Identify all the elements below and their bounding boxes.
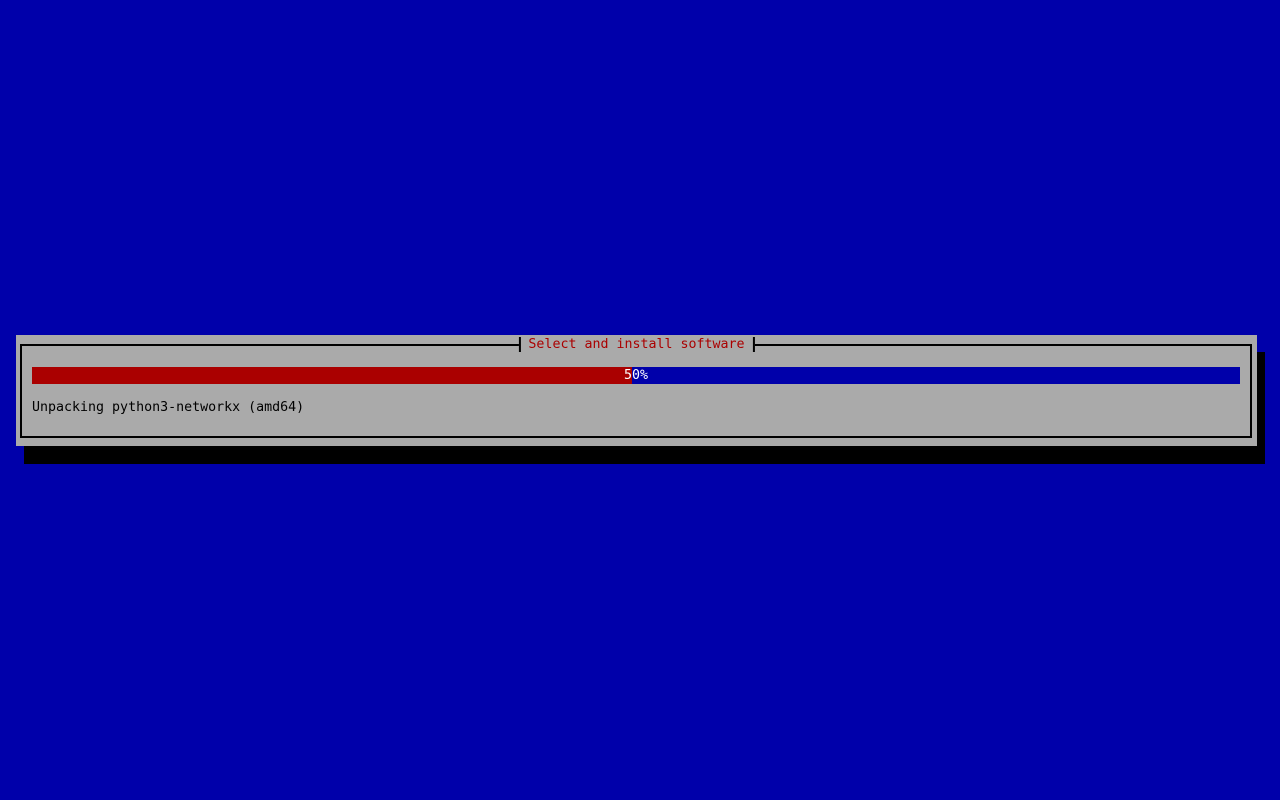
title-left-tick-icon	[518, 337, 521, 352]
title-right-tick-icon	[752, 337, 755, 352]
progress-bar: 50%	[32, 367, 1240, 384]
dialog-title-text: Select and install software	[528, 337, 745, 352]
progress-fill	[32, 367, 632, 384]
status-message: Unpacking python3-networkx (amd64)	[32, 400, 305, 415]
progress-percent-label: 50%	[623, 368, 649, 383]
dialog-title: Select and install software	[518, 337, 755, 352]
dialog-inner-border	[20, 344, 1252, 438]
install-progress-dialog: Select and install software 50% Unpackin…	[16, 335, 1257, 446]
